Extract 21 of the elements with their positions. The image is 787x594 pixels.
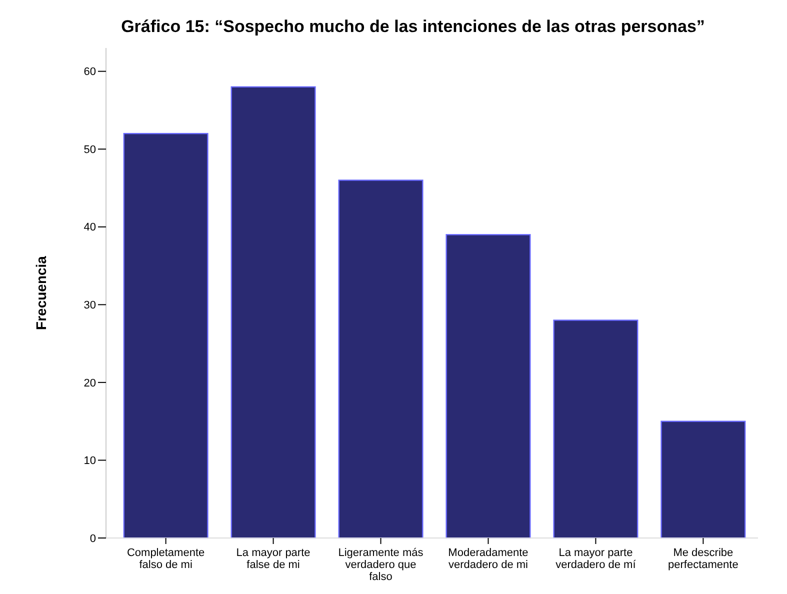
bar xyxy=(123,132,208,539)
x-tick-label: La mayor parte false de mi xyxy=(236,547,310,571)
y-tick-label: 40 xyxy=(84,222,96,234)
y-tick-label: 30 xyxy=(84,300,96,312)
bar xyxy=(446,234,531,539)
bar xyxy=(553,320,638,539)
x-tick-label: Me describe perfectamente xyxy=(668,547,738,571)
y-tick-label: 50 xyxy=(84,144,96,156)
x-tick-label: La mayor parte verdadero de mí xyxy=(556,547,637,571)
y-tick-label: 20 xyxy=(84,377,96,390)
chart-title: Gráfico 15: “Sospecho mucho de las intenciones de las otras personas” xyxy=(121,17,705,36)
y-tick-label: 10 xyxy=(84,455,96,468)
y-tick-label: 0 xyxy=(90,532,96,545)
y-axis-title: Frecuencia xyxy=(33,256,49,330)
x-tick-label: Moderadamente verdadero de mi xyxy=(448,547,528,571)
y-tick-label: 60 xyxy=(84,66,96,78)
bar xyxy=(338,180,424,539)
x-tick-label: Completamente falso de mi xyxy=(126,547,205,571)
x-tick-label: Ligeramente más verdadero que falso xyxy=(338,547,424,583)
bar xyxy=(230,86,316,539)
bar xyxy=(660,420,746,539)
